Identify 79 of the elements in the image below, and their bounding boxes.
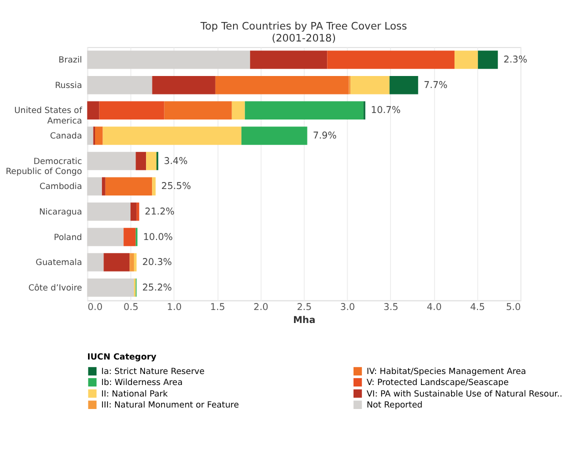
annotation: 10.0% bbox=[143, 232, 173, 243]
chart-title: Top Ten Countries by PA Tree Cover Loss bbox=[200, 20, 408, 32]
x-tick-label: 4.0 bbox=[426, 302, 442, 314]
legend-label: Not Reported bbox=[366, 400, 422, 410]
bar bbox=[390, 76, 418, 94]
x-tick-label: 4.5 bbox=[470, 302, 486, 314]
x-tick-label: 0.5 bbox=[124, 302, 138, 314]
bar bbox=[134, 253, 137, 272]
bar bbox=[327, 50, 455, 69]
annotation: 21.2% bbox=[144, 206, 175, 218]
bar bbox=[87, 76, 152, 94]
bar bbox=[105, 177, 152, 196]
y-tick-label: Cambodia bbox=[39, 181, 82, 192]
bar bbox=[102, 177, 106, 196]
bar bbox=[136, 152, 146, 170]
bar bbox=[87, 228, 124, 246]
bar bbox=[241, 126, 308, 145]
bar bbox=[152, 76, 216, 94]
y-tick-label: Nicaragua bbox=[39, 206, 82, 216]
bar bbox=[102, 126, 242, 145]
x-tick-label: 0.0 bbox=[88, 302, 103, 314]
bar bbox=[146, 152, 157, 170]
annotation: 25.2% bbox=[142, 282, 172, 294]
annotation: 10.7% bbox=[370, 105, 401, 116]
x-tick-label: 2.5 bbox=[296, 302, 312, 314]
bar bbox=[87, 126, 94, 145]
legend-label: III: Natural Monument or Feature bbox=[101, 400, 239, 410]
bar bbox=[215, 76, 349, 94]
bar bbox=[87, 50, 250, 69]
x-tick-label: 3.5 bbox=[383, 302, 398, 314]
y-tick-label: Guatemala bbox=[36, 257, 82, 268]
y-tick-label: Poland bbox=[54, 232, 82, 242]
x-tick-label: 1.5 bbox=[210, 302, 226, 314]
legend-label: II: National Park bbox=[101, 388, 168, 398]
legend-label: IV: Habitat/Species Management Area bbox=[366, 366, 526, 376]
x-tick-label: 5.0 bbox=[506, 302, 521, 314]
legend-label: Ib: Wilderness Area bbox=[101, 377, 183, 388]
annotation: 7.7% bbox=[424, 80, 448, 91]
bar bbox=[250, 50, 328, 69]
y-tick-label: Brazil bbox=[58, 54, 82, 65]
bar bbox=[87, 202, 131, 221]
bar bbox=[478, 50, 498, 69]
y-tick-label: Canada bbox=[50, 130, 82, 141]
bar bbox=[152, 177, 156, 196]
legend-label: Ia: Strict Nature Reserve bbox=[101, 366, 205, 376]
legend-title: IUCN Category bbox=[87, 351, 157, 362]
bar bbox=[136, 202, 140, 221]
x-tick-label: 2.0 bbox=[253, 302, 268, 314]
x-tick-label: 1.0 bbox=[166, 302, 182, 314]
bar bbox=[454, 50, 478, 69]
annotation: 25.5% bbox=[161, 181, 192, 192]
bar bbox=[87, 101, 100, 120]
annotation: 2.3% bbox=[503, 54, 528, 66]
bar bbox=[87, 278, 134, 297]
bar bbox=[87, 253, 104, 272]
annotation: 20.3% bbox=[142, 257, 172, 268]
y-tick-label: Russia bbox=[54, 80, 82, 90]
bar bbox=[130, 253, 134, 272]
y-tick-label: Côte d’Ivoire bbox=[28, 282, 82, 292]
y-tick-label: United States of America bbox=[14, 105, 84, 126]
bar bbox=[350, 76, 390, 94]
bar bbox=[244, 101, 364, 120]
legend-label: V: Protected Landscape/Seascape bbox=[366, 377, 509, 388]
bar bbox=[130, 202, 137, 221]
x-axis-title: Mha bbox=[293, 315, 316, 326]
bar bbox=[164, 101, 232, 120]
y-tick-label: Democratic Republic of Congo bbox=[6, 156, 82, 176]
bar bbox=[87, 177, 102, 196]
bar bbox=[124, 228, 136, 246]
bar bbox=[87, 152, 136, 170]
bar bbox=[94, 126, 103, 145]
bar bbox=[232, 101, 245, 120]
chart-subtitle: (2001-2018) bbox=[272, 32, 336, 44]
x-tick-label: 3.0 bbox=[340, 302, 356, 314]
annotation: 3.4% bbox=[164, 156, 188, 167]
bar bbox=[99, 101, 164, 120]
legend-label: VI: PA with Sustainable Use of Natural Resour.. bbox=[366, 388, 562, 398]
annotation: 7.9% bbox=[312, 130, 337, 142]
bar bbox=[104, 253, 130, 272]
